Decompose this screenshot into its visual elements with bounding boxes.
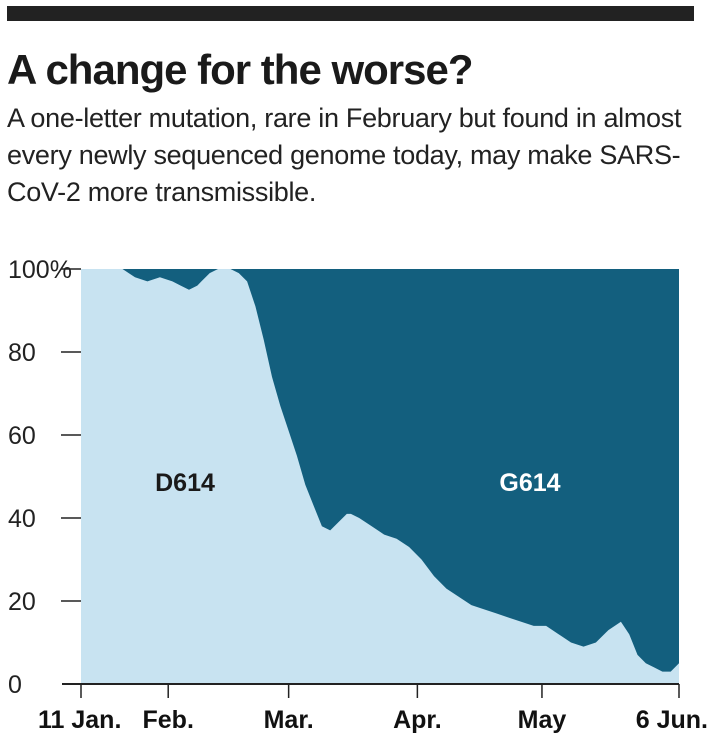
y-tick-label: 40 <box>8 505 36 533</box>
top-rule <box>7 6 694 21</box>
y-tick-label: 0 <box>8 671 22 699</box>
x-tick-label: May <box>518 706 567 734</box>
plot-area <box>81 269 679 684</box>
x-tick-label: 6 Jun. <box>636 706 708 734</box>
series-label-g614: G614 <box>499 469 560 497</box>
chart-title: A change for the worse? <box>7 46 474 93</box>
y-tick-label: 20 <box>8 588 36 616</box>
chart-subtitle: A one-letter mutation, rare in February … <box>7 103 682 207</box>
y-axis: 100% 80 60 40 20 0 <box>8 256 81 699</box>
y-tick-label: 80 <box>8 339 36 367</box>
x-axis: 11 Jan. Feb. Mar. Apr. May 6 Jun. <box>38 683 708 734</box>
series-label-d614: D614 <box>155 469 215 497</box>
x-tick-label: Feb. <box>143 706 194 734</box>
y-tick-label: 100% <box>8 256 72 284</box>
series-area-d614 <box>81 269 679 684</box>
x-tick-label: 11 Jan. <box>38 706 121 734</box>
x-tick-label: Mar. <box>264 706 314 734</box>
area-chart: 100% 80 60 40 20 0 11 Jan. Feb. Mar. Apr. May 6 Ju… <box>8 256 708 734</box>
x-tick-label: Apr. <box>393 706 442 734</box>
y-tick-label: 60 <box>8 422 36 450</box>
